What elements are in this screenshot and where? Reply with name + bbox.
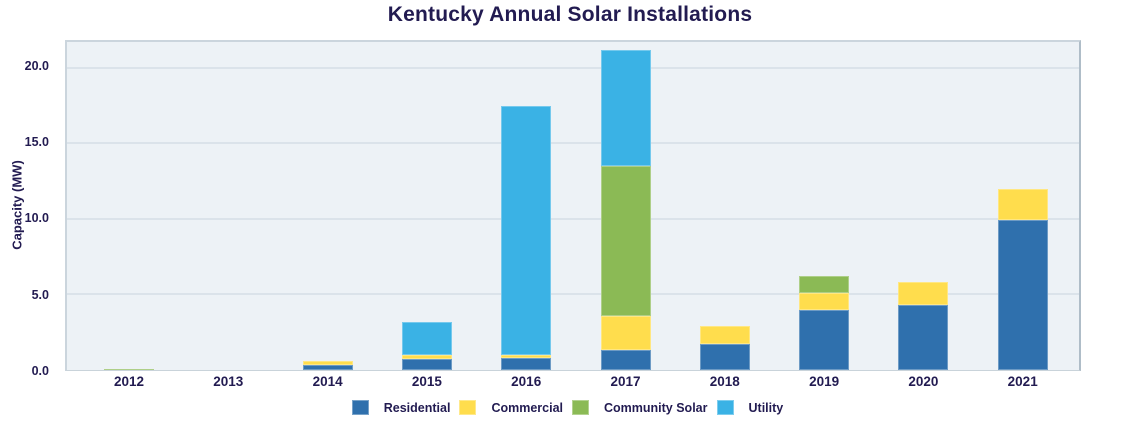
x-tick-label-2015: 2015: [411, 374, 442, 389]
legend: Residential Commercial Community Solar Util…: [0, 400, 1140, 415]
gridline-20: [67, 66, 1079, 69]
x-tick-label-2018: 2018: [709, 374, 740, 389]
bar-2021: [997, 42, 1048, 370]
x-axis-labels: 2012 2013 2014 2015 2016 2017 2018 2019 2020 2021: [0, 374, 1140, 394]
legend-swatch-commercial: [459, 400, 477, 415]
legend-label-community-solar: Community Solar: [604, 400, 708, 415]
legend-label-utility: Utility: [748, 400, 784, 415]
bar-2020: [898, 42, 949, 370]
legend-item-community-solar: Community Solar: [572, 400, 713, 415]
bar-segment-utility-2016: [501, 105, 552, 355]
bar-2017: [600, 42, 651, 370]
legend-label-commercial: Commercial: [491, 400, 563, 415]
x-tick-label-2016: 2016: [511, 374, 542, 389]
bar-segment-residential-2015: [401, 359, 452, 370]
y-tick-label-15.0: 15.0: [24, 135, 49, 150]
y-tick-label-10.0: 10.0: [24, 211, 49, 226]
x-tick-label-2017: 2017: [610, 374, 641, 389]
bar-segment-commercial-2015: [401, 354, 452, 360]
legend-swatch-utility: [716, 400, 734, 415]
legend-swatch-residential: [351, 400, 369, 415]
bar-segment-residential-2019: [799, 309, 850, 370]
bar-2018: [699, 42, 750, 370]
x-tick-label-2021: 2021: [1007, 374, 1038, 389]
bar-segment-commercial-2016: [501, 354, 552, 358]
legend-item-utility: Utility: [716, 400, 789, 415]
legend-label-residential: Residential: [383, 400, 451, 415]
bar-segment-utility-2017: [600, 49, 651, 166]
bar-segment-residential-2021: [997, 220, 1048, 370]
bar-2016: [501, 42, 552, 370]
bar-2012: [104, 42, 154, 370]
y-tick-label-20.0: 20.0: [24, 58, 49, 73]
bar-segment-commercial-2020: [898, 282, 949, 306]
bar-segment-residential-2014: [302, 365, 353, 370]
bar-segment-utility-2015: [401, 321, 452, 355]
bar-segment-residential-2020: [898, 305, 949, 370]
gridline-15: [67, 142, 1079, 145]
bar-segment-commercial-2019: [799, 292, 850, 310]
x-tick-label-2014: 2014: [312, 374, 343, 389]
x-tick-label-2020: 2020: [908, 374, 939, 389]
plot-area: [65, 40, 1081, 371]
legend-item-commercial: Commercial: [459, 400, 568, 415]
bar-segment-residential-2017: [600, 350, 651, 370]
y-axis-ticks: 0.0 5.0 10.0 15.0 20.0: [0, 40, 57, 378]
x-tick-label-2012: 2012: [113, 374, 145, 389]
y-tick-label-5.0: 5.0: [31, 287, 49, 302]
x-tick-label-2013: 2013: [213, 374, 244, 389]
bar-2013: [203, 42, 253, 370]
bar-segment-community-solar-2012: [104, 368, 154, 370]
bar-2019: [799, 42, 850, 370]
y-tick-label-0.0: 0.0: [31, 364, 49, 378]
bar-2015: [401, 42, 452, 370]
bar-segment-commercial-2018: [699, 326, 750, 345]
bar-segment-community-solar-2019: [799, 276, 850, 293]
gridline-5: [67, 293, 1079, 296]
bar-segment-commercial-2017: [600, 315, 651, 351]
bar-segment-community-solar-2017: [600, 165, 651, 316]
x-tick-label-2019: 2019: [809, 374, 840, 389]
chart-title: Kentucky Annual Solar Installations: [387, 3, 753, 26]
bar-segment-commercial-2021: [997, 188, 1048, 221]
bar-segment-residential-2016: [501, 357, 552, 370]
bar-2014: [302, 42, 353, 370]
legend-swatch-community-solar: [572, 400, 589, 415]
legend-item-residential: Residential: [351, 400, 456, 415]
gridline-10: [67, 217, 1079, 220]
bar-segment-residential-2018: [699, 344, 750, 370]
bar-segment-commercial-2014: [302, 360, 353, 366]
